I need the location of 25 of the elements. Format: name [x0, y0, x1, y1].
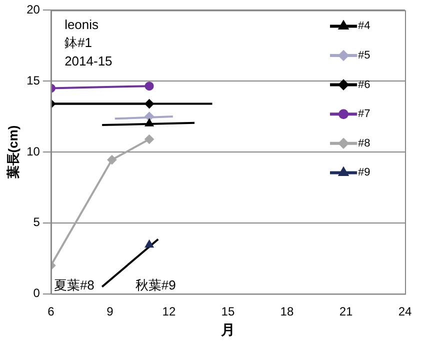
annotation: 鉢#1	[64, 35, 92, 50]
y-tick-label: 20	[26, 2, 40, 17]
y-tick-label: 5	[33, 215, 40, 230]
y-tick-label: 15	[26, 73, 40, 88]
y-tick-label: 0	[33, 286, 40, 300]
legend-label: #7	[358, 108, 370, 120]
annotation: leonis	[64, 16, 100, 32]
annotation: 夏葉#8	[54, 277, 94, 292]
legend-label: #5	[358, 50, 370, 62]
y-axis-title: 葉長(cm)	[5, 125, 20, 180]
y-tick-label: 10	[26, 144, 40, 158]
legend-label: #8	[358, 137, 370, 150]
legend-label: #6	[358, 78, 370, 91]
legend-label: #9	[358, 166, 370, 179]
annotation: 秋葉#9	[135, 277, 176, 292]
x-tick-label: 9	[106, 304, 114, 318]
x-tick-label: 6	[48, 304, 55, 318]
x-tick-label: 12	[162, 304, 176, 318]
x-tick-label: 21	[339, 304, 353, 318]
x-axis-title: 月	[220, 321, 235, 338]
x-tick-label: 24	[398, 304, 412, 318]
annotation: 2014-15	[64, 54, 112, 69]
x-tick-label: 18	[280, 304, 294, 318]
x-tick-label: 15	[221, 304, 235, 318]
legend-label: #4	[358, 20, 370, 32]
